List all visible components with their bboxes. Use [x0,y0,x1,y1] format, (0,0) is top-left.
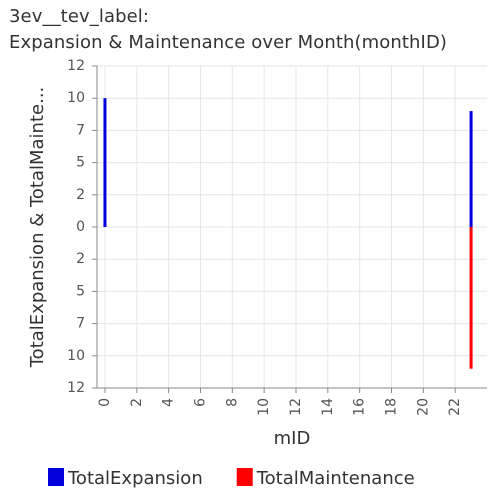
x-tick-label: 0 [97,398,113,407]
y-tick-label: 5 [76,283,85,299]
legend: TotalExpansion TotalMaintenance [48,468,415,489]
legend-swatch-TotalExpansion [48,468,64,486]
chart-title-line-2: Expansion & Maintenance over Month(month… [9,32,448,53]
grid-lines [97,65,487,389]
x-tick-label: 2 [129,398,145,407]
x-tick-label: 6 [192,398,208,407]
y-tick-label: 10 [67,348,85,364]
x-tick-label: 18 [383,398,399,416]
x-tick-label: 10 [256,398,272,416]
y-tick-label: 2 [76,251,85,267]
y-tick-label: 7 [76,122,85,138]
bar-TotalExpansion [103,98,107,227]
y-tick-label: 5 [76,155,85,171]
x-tick-label: 12 [288,398,304,416]
x-tick-label: 8 [224,398,240,407]
y-tick-label: 10 [67,90,85,106]
y-tick-label: 0 [76,219,85,235]
x-tick-label: 14 [320,398,336,416]
y-tick-label: 12 [67,380,85,396]
x-tick-label: 20 [415,398,431,416]
chart-title-line-1: 3ev__tev_label: [9,6,150,27]
y-tick-label: 2 [76,187,85,203]
bar-TotalMaintenance [469,227,473,369]
y-axis-title: TotalExpansion & TotalMainte... [27,87,48,369]
bars [103,98,473,369]
legend-label-TotalMaintenance: TotalMaintenance [256,468,415,489]
x-tick-label: 4 [161,398,177,407]
legend-label-TotalExpansion: TotalExpansion [67,468,203,489]
y-tick-label: 12 [67,58,85,74]
legend-swatch-TotalMaintenance [236,468,253,486]
x-tick-label: 16 [352,398,368,416]
x-axis-title: mID [274,428,311,449]
x-tick-label: 22 [447,398,463,416]
bar-TotalExpansion [469,111,473,227]
axes [92,65,487,393]
y-tick-label: 7 [76,316,85,332]
